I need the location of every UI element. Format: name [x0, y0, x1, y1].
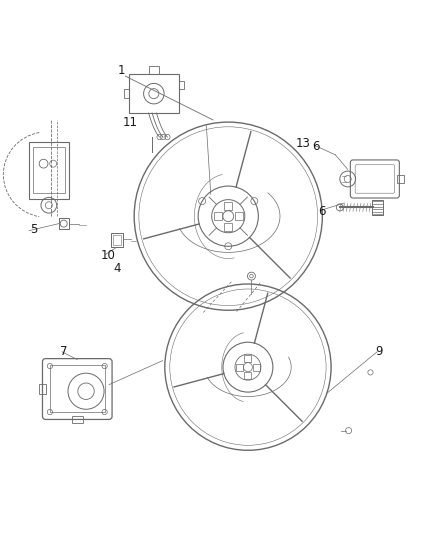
- Bar: [29, 142, 68, 199]
- Text: 1: 1: [117, 64, 124, 77]
- Bar: [396, 175, 403, 183]
- Bar: [244, 372, 251, 379]
- Text: 6: 6: [311, 140, 319, 152]
- Text: 9: 9: [374, 345, 382, 358]
- Text: 6: 6: [318, 205, 325, 219]
- Text: 5: 5: [30, 223, 37, 236]
- Text: 11: 11: [122, 117, 137, 130]
- Bar: [32, 147, 65, 193]
- Bar: [59, 218, 68, 229]
- Text: 4: 4: [113, 262, 120, 275]
- Bar: [236, 364, 243, 370]
- Bar: [244, 356, 251, 362]
- Bar: [72, 416, 82, 423]
- Bar: [371, 199, 382, 215]
- Bar: [178, 80, 184, 89]
- Bar: [39, 384, 46, 394]
- Bar: [148, 67, 159, 74]
- Bar: [128, 74, 178, 113]
- Bar: [113, 236, 120, 245]
- Text: 10: 10: [100, 249, 115, 262]
- Bar: [123, 89, 128, 98]
- Text: 13: 13: [294, 136, 309, 150]
- Bar: [252, 364, 259, 370]
- Bar: [224, 223, 232, 231]
- Text: 7: 7: [60, 345, 68, 358]
- Bar: [224, 201, 232, 209]
- Bar: [50, 365, 104, 412]
- Bar: [213, 212, 221, 220]
- Bar: [110, 233, 123, 247]
- Bar: [234, 212, 242, 220]
